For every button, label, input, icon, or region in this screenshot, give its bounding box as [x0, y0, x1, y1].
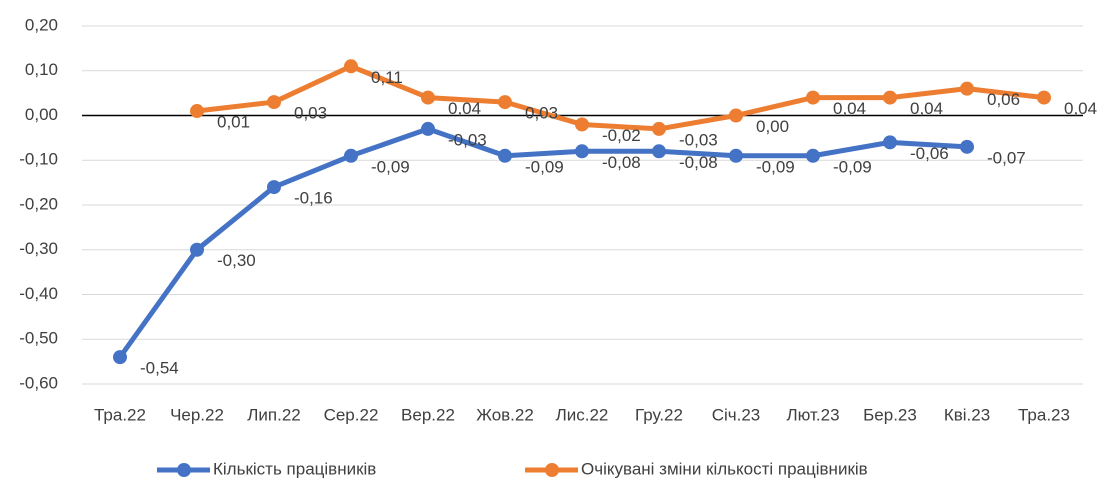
data-label: -0,16: [294, 189, 333, 208]
point: [575, 144, 589, 159]
point: [344, 148, 358, 163]
y-tick-label: -0,20: [19, 194, 58, 213]
data-label: 0,00: [756, 117, 789, 136]
x-tick-label: Лют.23: [786, 405, 839, 424]
point: [498, 148, 512, 163]
y-tick-label: -0,60: [19, 373, 58, 392]
point: [1037, 90, 1051, 105]
data-label: -0,07: [987, 148, 1026, 167]
y-tick-label: -0,50: [19, 329, 58, 348]
point: [729, 148, 743, 163]
data-label: -0,54: [140, 359, 179, 378]
data-label: 0,11: [371, 68, 403, 87]
x-tick-label: Жов.22: [476, 405, 534, 424]
legend-marker: [177, 463, 191, 477]
data-label: 0,03: [294, 104, 327, 123]
data-label: -0,09: [833, 157, 872, 176]
x-tick-label: Тра.22: [94, 405, 146, 424]
series-line: [196, 63, 1045, 132]
point: [190, 242, 204, 257]
data-label: -0,09: [756, 157, 795, 176]
x-tick-label: Лис.22: [556, 405, 609, 424]
x-tick-label: Сер.22: [324, 405, 379, 424]
x-tick-label: Тра.23: [1018, 405, 1070, 424]
data-label: -0,06: [910, 144, 949, 163]
point: [883, 135, 897, 150]
x-tick-label: Січ.23: [712, 405, 761, 424]
point: [806, 148, 820, 163]
point: [960, 81, 974, 96]
point: [883, 90, 897, 105]
point: [113, 350, 127, 365]
legend-label: Очікувані зміни кількості працівників: [581, 459, 868, 478]
data-label: 0,01: [217, 113, 250, 132]
point: [190, 104, 204, 119]
point: [421, 90, 435, 105]
x-tick-label: Кві.23: [944, 405, 990, 424]
y-tick-label: -0,30: [19, 239, 58, 258]
data-label: -0,30: [217, 251, 256, 270]
data-label: -0,02: [602, 126, 641, 145]
data-label: -0,08: [679, 153, 718, 172]
point: [806, 90, 820, 105]
data-label: -0,09: [525, 157, 564, 176]
point: [267, 95, 281, 110]
x-tick-label: Лип.22: [247, 405, 301, 424]
data-label: 0,04: [910, 99, 943, 118]
series-line: [117, 126, 968, 359]
y-tick-label: -0,10: [19, 150, 58, 169]
data-label: -0,09: [371, 157, 410, 176]
data-label: 0,04: [448, 99, 481, 118]
legend-label: Кількість працівників: [213, 459, 376, 478]
data-label: 0,03: [525, 104, 558, 123]
point: [267, 180, 281, 195]
data-label: -0,03: [679, 130, 718, 149]
point: [652, 144, 666, 159]
data-label: 0,04: [1064, 99, 1097, 118]
x-tick-label: Гру.22: [635, 405, 683, 424]
data-label: 0,06: [987, 90, 1020, 109]
x-tick-label: Вер.22: [401, 405, 455, 424]
data-label: -0,03: [448, 130, 487, 149]
point: [421, 121, 435, 136]
y-tick-label: 0,10: [25, 60, 58, 79]
y-tick-label: 0,00: [25, 105, 58, 124]
data-label: -0,08: [602, 153, 641, 172]
point: [344, 59, 358, 74]
point: [498, 95, 512, 110]
x-tick-label: Чер.22: [170, 405, 224, 424]
point: [960, 139, 974, 154]
legend-marker: [545, 463, 559, 477]
y-tick-label: -0,40: [19, 284, 58, 303]
x-tick-label: Бер.23: [863, 405, 917, 424]
point: [575, 117, 589, 132]
point: [652, 121, 666, 136]
point: [729, 108, 743, 123]
y-tick-label: 0,20: [25, 15, 58, 34]
data-label: 0,04: [833, 99, 866, 118]
